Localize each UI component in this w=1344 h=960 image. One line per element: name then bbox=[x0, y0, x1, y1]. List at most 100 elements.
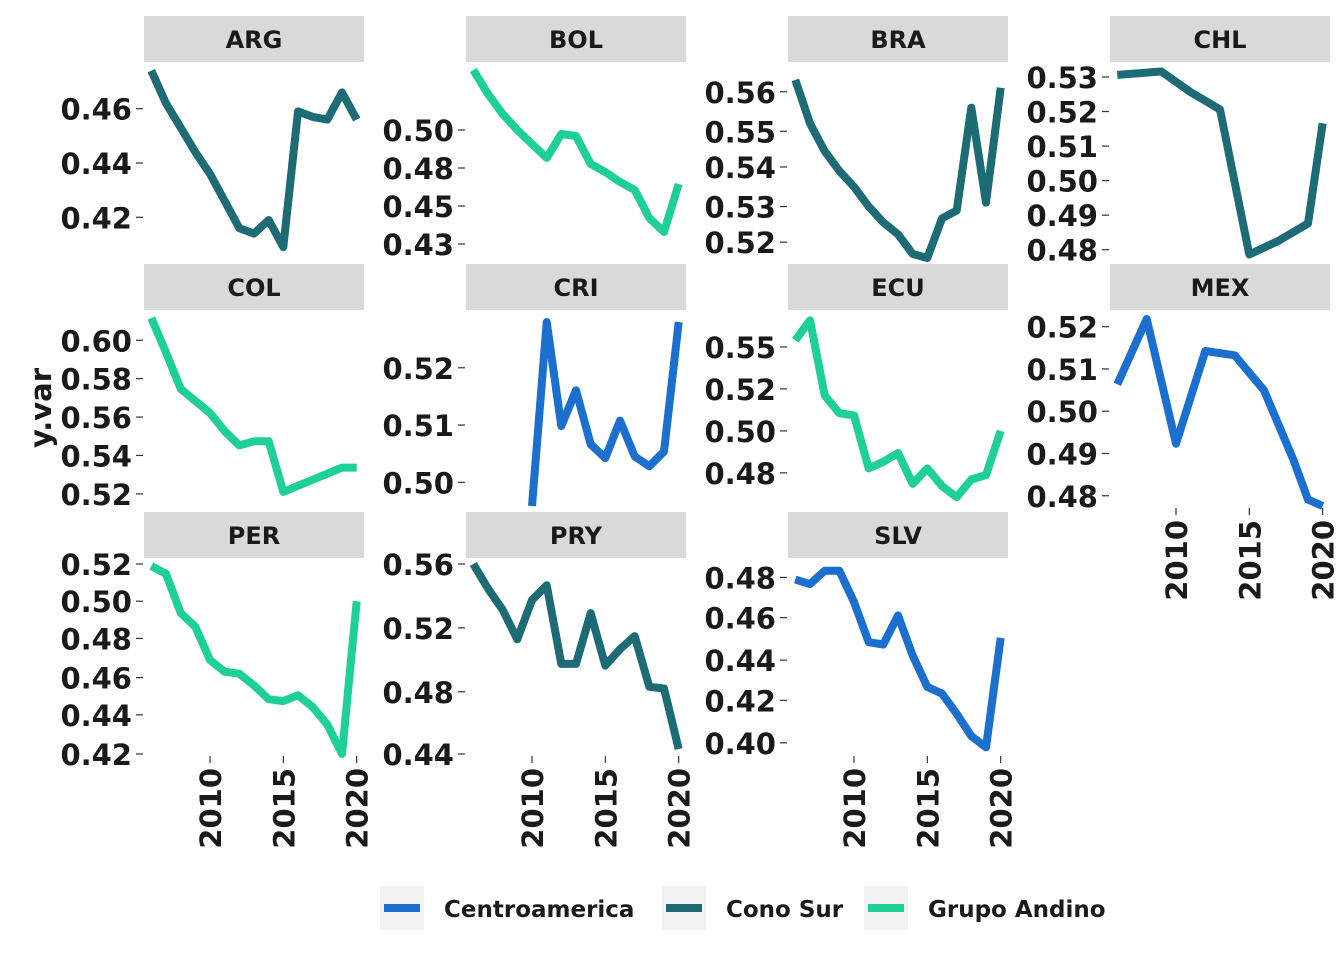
y-tick-label: 0.60 bbox=[60, 324, 132, 358]
legend-item-grupo-andino: Grupo Andino bbox=[864, 886, 1106, 930]
strip-bra bbox=[788, 16, 1008, 62]
series-line-arg bbox=[147, 69, 361, 252]
legend-label: Grupo Andino bbox=[928, 897, 1106, 923]
panel-col: COL 0.52 0.54 0.56 0.58 0.60 bbox=[60, 264, 364, 512]
legend: Centroamerica Cono Sur Grupo Andino bbox=[380, 886, 1106, 930]
panel-arg: ARG 0.42 0.44 0.46 bbox=[60, 16, 364, 252]
x-tick-label: 2015 bbox=[1233, 520, 1267, 601]
panel-bol: BOL 0.43 0.45 0.48 0.50 bbox=[382, 16, 686, 262]
y-axis-label: y.var bbox=[24, 367, 58, 448]
strip-col bbox=[144, 264, 364, 310]
strip-label-cri: CRI bbox=[553, 274, 598, 302]
series-line-mex bbox=[1113, 315, 1325, 510]
series-line-ecu bbox=[792, 316, 1005, 502]
y-tick-label: 0.48 bbox=[382, 152, 454, 186]
x-tick-label: 2015 bbox=[911, 768, 945, 849]
strip-arg bbox=[144, 16, 364, 62]
y-tick-label: 0.45 bbox=[382, 190, 454, 224]
series-line-chl bbox=[1116, 67, 1327, 259]
legend-label: Centroamerica bbox=[444, 897, 634, 923]
y-tick-label: 0.48 bbox=[1026, 234, 1098, 268]
x-tick-label: 2020 bbox=[341, 768, 375, 849]
y-tick-label: 0.56 bbox=[704, 76, 776, 110]
y-tick-label: 0.52 bbox=[704, 226, 776, 260]
x-tick-label: 2020 bbox=[1307, 520, 1341, 601]
panel-ecu: ECU 0.48 0.50 0.52 0.55 bbox=[704, 264, 1008, 502]
y-tick-label: 0.54 bbox=[704, 151, 776, 185]
series-line-pry bbox=[469, 561, 683, 751]
panel-per: PER 0.42 0.440.46 0.480.500.52 2010 2015 2020 bbox=[60, 512, 375, 849]
strip-slv bbox=[788, 512, 1008, 558]
strip-label-per: PER bbox=[228, 522, 280, 550]
y-tick-label: 0.52 bbox=[1026, 311, 1098, 345]
y-tick-label: 0.51 bbox=[1026, 353, 1098, 387]
y-tick-label: 0.43 bbox=[382, 228, 454, 262]
y-tick-label: 0.42 bbox=[60, 738, 132, 772]
strip-label-bra: BRA bbox=[870, 26, 926, 54]
strip-label-slv: SLV bbox=[874, 522, 922, 550]
y-tick-label: 0.52 bbox=[1026, 96, 1098, 130]
y-tick-label: 0.46 bbox=[60, 662, 132, 696]
y-tick-label: 0.51 bbox=[382, 409, 454, 443]
strip-mex bbox=[1110, 264, 1330, 310]
y-tick-label: 0.52 bbox=[704, 373, 776, 407]
y-tick-label: 0.50 bbox=[382, 114, 454, 148]
x-tick-label: 2015 bbox=[589, 768, 623, 849]
y-tick-label: 0.51 bbox=[1026, 130, 1098, 164]
y-tick-label: 0.52 bbox=[382, 352, 454, 386]
y-tick-label: 0.48 bbox=[704, 561, 776, 595]
panel-pry: PRY 0.44 0.48 0.52 0.56 2010 2015 2020 bbox=[382, 512, 697, 849]
x-tick-label: 2015 bbox=[267, 768, 301, 849]
y-tick-label: 0.44 bbox=[60, 147, 132, 181]
strip-label-ecu: ECU bbox=[871, 274, 925, 302]
series-line-bol bbox=[469, 67, 683, 236]
y-tick-label: 0.50 bbox=[704, 415, 776, 449]
series-line-slv bbox=[794, 566, 1005, 752]
strip-ecu bbox=[788, 264, 1008, 310]
y-tick-label: 0.46 bbox=[704, 602, 776, 636]
y-tick-label: 0.49 bbox=[1026, 199, 1098, 233]
y-tick-label: 0.50 bbox=[60, 585, 132, 619]
series-line-bra bbox=[791, 78, 1005, 262]
y-tick-label: 0.55 bbox=[704, 331, 776, 365]
x-tick-label: 2010 bbox=[1160, 520, 1194, 601]
panel-slv: SLV 0.40 0.42 0.44 0.46 0.48 2010 2015 2020 bbox=[704, 512, 1019, 849]
strip-label-mex: MEX bbox=[1191, 274, 1250, 302]
y-tick-label: 0.50 bbox=[1026, 165, 1098, 199]
strip-cri bbox=[466, 264, 686, 310]
y-tick-label: 0.50 bbox=[382, 466, 454, 500]
y-tick-label: 0.48 bbox=[60, 622, 132, 656]
x-tick-label: 2010 bbox=[516, 768, 550, 849]
y-tick-label: 0.54 bbox=[60, 439, 132, 473]
y-tick-label: 0.52 bbox=[60, 548, 132, 582]
panels-layer: ARG0.420.440.46BOL0.430.450.480.50BRA0.5… bbox=[60, 16, 1341, 849]
y-tick-label: 0.52 bbox=[382, 612, 454, 646]
x-tick-label: 2010 bbox=[838, 768, 872, 849]
y-tick-label: 0.53 bbox=[704, 191, 776, 225]
y-tick-label: 0.48 bbox=[1026, 480, 1098, 514]
strip-label-pry: PRY bbox=[550, 522, 603, 550]
y-tick-label: 0.56 bbox=[60, 401, 132, 435]
strip-label-chl: CHL bbox=[1194, 26, 1247, 54]
y-tick-label: 0.48 bbox=[704, 457, 776, 491]
x-tick-label: 2010 bbox=[194, 768, 228, 849]
x-tick-label: 2020 bbox=[985, 768, 1019, 849]
y-tick-label: 0.44 bbox=[704, 644, 776, 678]
strip-label-col: COL bbox=[227, 274, 280, 302]
panel-cri: CRI 0.50 0.51 0.52 bbox=[382, 264, 686, 507]
y-tick-label: 0.56 bbox=[382, 548, 454, 582]
series-line-per bbox=[149, 562, 361, 758]
y-tick-label: 0.52 bbox=[60, 478, 132, 512]
strip-label-arg: ARG bbox=[226, 26, 283, 54]
panel-bra: BRA 0.520.53 0.540.55 0.56 bbox=[704, 16, 1008, 262]
panel-mex: MEX 0.48 0.49 0.50 0.51 0.52 2010 2015 2020 bbox=[1026, 264, 1341, 601]
strip-per bbox=[144, 512, 364, 558]
series-line-col bbox=[147, 316, 357, 496]
strip-chl bbox=[1110, 16, 1330, 62]
y-tick-label: 0.44 bbox=[60, 699, 132, 733]
y-tick-label: 0.44 bbox=[382, 738, 454, 772]
y-tick-label: 0.50 bbox=[1026, 395, 1098, 429]
y-tick-label: 0.42 bbox=[60, 201, 132, 235]
strip-bol bbox=[466, 16, 686, 62]
